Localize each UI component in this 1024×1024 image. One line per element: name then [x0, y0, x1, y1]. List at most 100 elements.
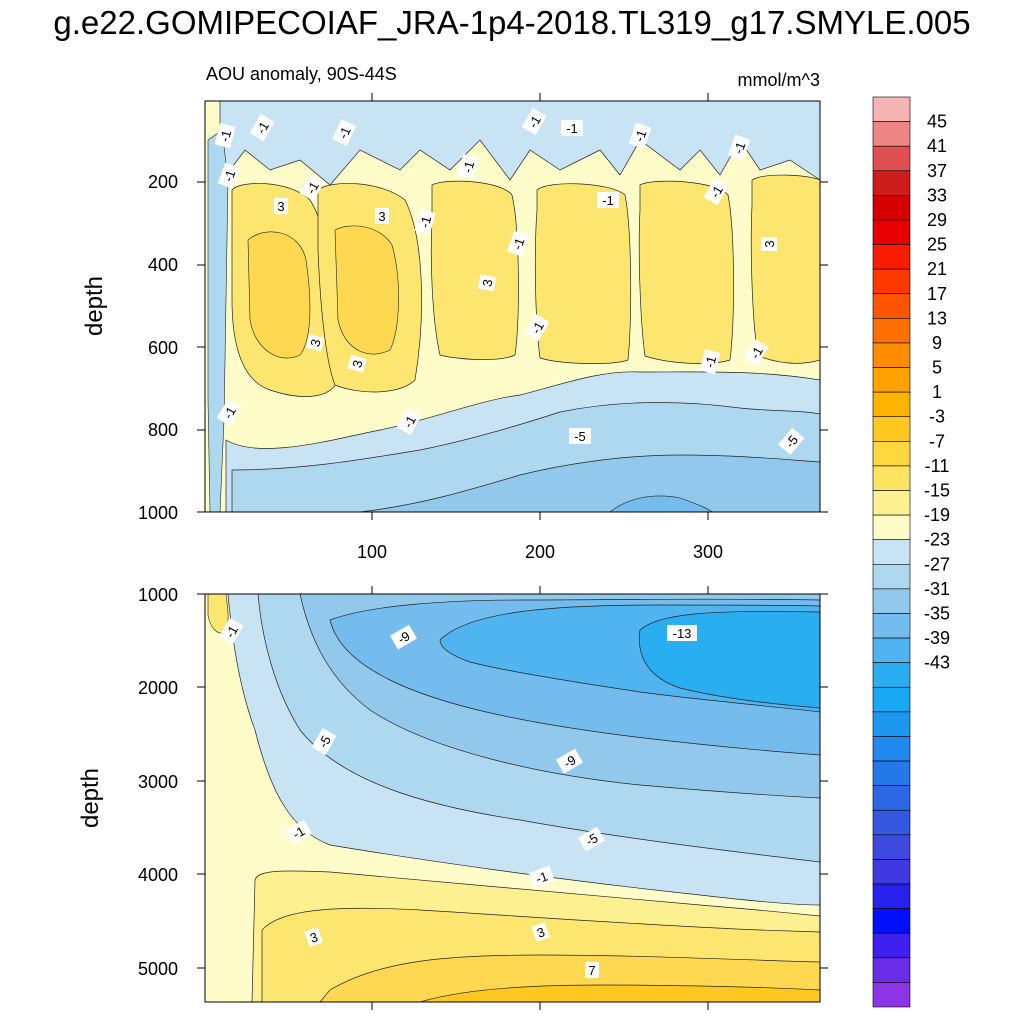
upper-y-tick-labels: 200 400 600 800 1000 [138, 172, 178, 523]
colorbar-label: 41 [927, 136, 947, 156]
colorbar-label: 17 [927, 284, 947, 304]
contour-label-text: 7 [588, 963, 595, 978]
contour-label: -1 [727, 134, 751, 161]
contour-label-text: 3 [479, 278, 495, 288]
contour-label: 3 [304, 927, 323, 947]
contour-label: -9 [389, 624, 418, 650]
contour-label: -1 [299, 173, 325, 202]
colorbar-swatch [872, 957, 911, 983]
contour-label: -1 [396, 407, 422, 436]
contour-label: 3 [375, 208, 389, 224]
colorbar-swatch [872, 514, 911, 541]
contour-label-box [555, 748, 584, 774]
colorbar-label: 45 [927, 112, 947, 132]
contour-label-box [389, 624, 418, 650]
contour-label: 3 [305, 333, 325, 352]
colorbar-labels: 45 41 37 33 29 25 21 17 13 9 5 1 -3 -7 -11 -15 -19 -23 -27… [924, 112, 950, 673]
colorbar-swatch [872, 219, 911, 245]
contour-label-box [699, 349, 721, 375]
contour-label-box [743, 338, 769, 367]
colorbar-label: -23 [924, 530, 950, 550]
contour-label: -1 [506, 230, 530, 257]
lower-ytick-label: 2000 [138, 678, 178, 698]
contour-label-box [249, 113, 275, 142]
lower-ytick-label: 1000 [138, 585, 178, 605]
contour-label: 3 [761, 237, 777, 251]
contour-label-box [284, 819, 313, 845]
contour-label-box [375, 208, 389, 224]
colorbar-swatch [872, 785, 911, 811]
colorbar-swatch [872, 883, 911, 909]
lower-contour-labels: -1 -9 -13-5-9-1 -5-13 37 [218, 617, 697, 978]
upper-axis-ticks [197, 93, 828, 520]
contour-label: -1 [457, 154, 479, 180]
contour-label: -1 [218, 617, 244, 646]
colorbar-swatch [872, 244, 911, 270]
colorbar-swatch [872, 293, 911, 319]
colorbar-swatch [872, 613, 911, 639]
upper-contour-labels: -1 -1 -1 -1 -1 -1 -1 -1 -1 -1 -1 -1 -1 -1 3 3 3 3 3 3 -1 -1 -1… [214, 107, 805, 455]
contour-label-box [569, 428, 591, 444]
upper-blob-5 [638, 180, 734, 364]
contour-label-box [214, 123, 236, 149]
contour-label-box [577, 826, 606, 852]
contour-label-text: -13 [673, 626, 692, 641]
upper-y-axis-title: depth [81, 276, 108, 336]
colorbar-swatch [872, 809, 911, 836]
contour-label-box [761, 237, 777, 251]
colorbar-swatch [872, 982, 911, 1008]
colorbar-label: 1 [932, 382, 942, 402]
colorbar-swatch [872, 465, 911, 491]
colorbar-label: -35 [924, 603, 950, 623]
upper-ytick-label: 400 [148, 255, 178, 275]
contour-label-box [477, 274, 497, 292]
contour-label-box [305, 333, 325, 352]
contour-label: 3 [347, 354, 367, 373]
contour-label-text: 3 [535, 924, 547, 941]
contour-label-box [311, 727, 337, 756]
contour-label: -1 [284, 819, 313, 845]
xtick-label: 100 [357, 542, 387, 562]
contour-label-box [218, 617, 244, 646]
contour-label: 3 [531, 922, 550, 942]
lower-plot-frame [204, 593, 821, 1003]
upper-fill-neg-band-4 [609, 495, 713, 512]
contour-label-box [528, 865, 555, 889]
upper-blob-3 [430, 180, 519, 360]
colorbar-label: 33 [927, 185, 947, 205]
contour-label-box [396, 407, 422, 436]
upper-contour-field [205, 101, 820, 512]
contour-label-box [585, 962, 599, 978]
colorbar-swatch [872, 96, 911, 122]
lower-ytick-label: 5000 [138, 959, 178, 979]
contour-label-box [703, 177, 729, 206]
contour-label: -1 [597, 192, 619, 208]
contour-label-box [347, 354, 367, 373]
colorbar-label: -11 [925, 456, 950, 476]
contour-label-box [457, 154, 479, 180]
contour-label: -5 [778, 427, 805, 455]
contour-label-box [628, 122, 652, 149]
contour-label-box [531, 922, 550, 942]
contour-label-text: -1 [460, 159, 477, 174]
colorbar-swatch [872, 834, 911, 860]
contour-label-box [778, 427, 805, 455]
contour-label-text: -1 [217, 128, 234, 143]
contour-label: 3 [274, 198, 288, 214]
contour-label-text: -1 [632, 128, 650, 144]
lower-panel: 1000 2000 3000 4000 5000 depth -1 -9 -13-5… [77, 585, 828, 1010]
contour-label-box [597, 192, 619, 208]
colorbar-swatch [872, 318, 911, 344]
contour-label-box [304, 927, 323, 947]
colorbar-swatch [872, 932, 911, 959]
contour-label: -1 [214, 123, 236, 149]
lower-contour-field [205, 594, 820, 1002]
colorbar-label: 29 [927, 210, 947, 230]
colorbar-label: -43 [924, 653, 950, 673]
figure-title: g.e22.GOMIPECOIAF_JRA-1p4-2018.TL319_g17… [53, 4, 971, 41]
colorbar-swatch [872, 195, 911, 221]
contour-label-text: -1 [335, 124, 353, 141]
contour-label-text: 3 [349, 358, 365, 369]
colorbar-label: 13 [927, 308, 947, 328]
